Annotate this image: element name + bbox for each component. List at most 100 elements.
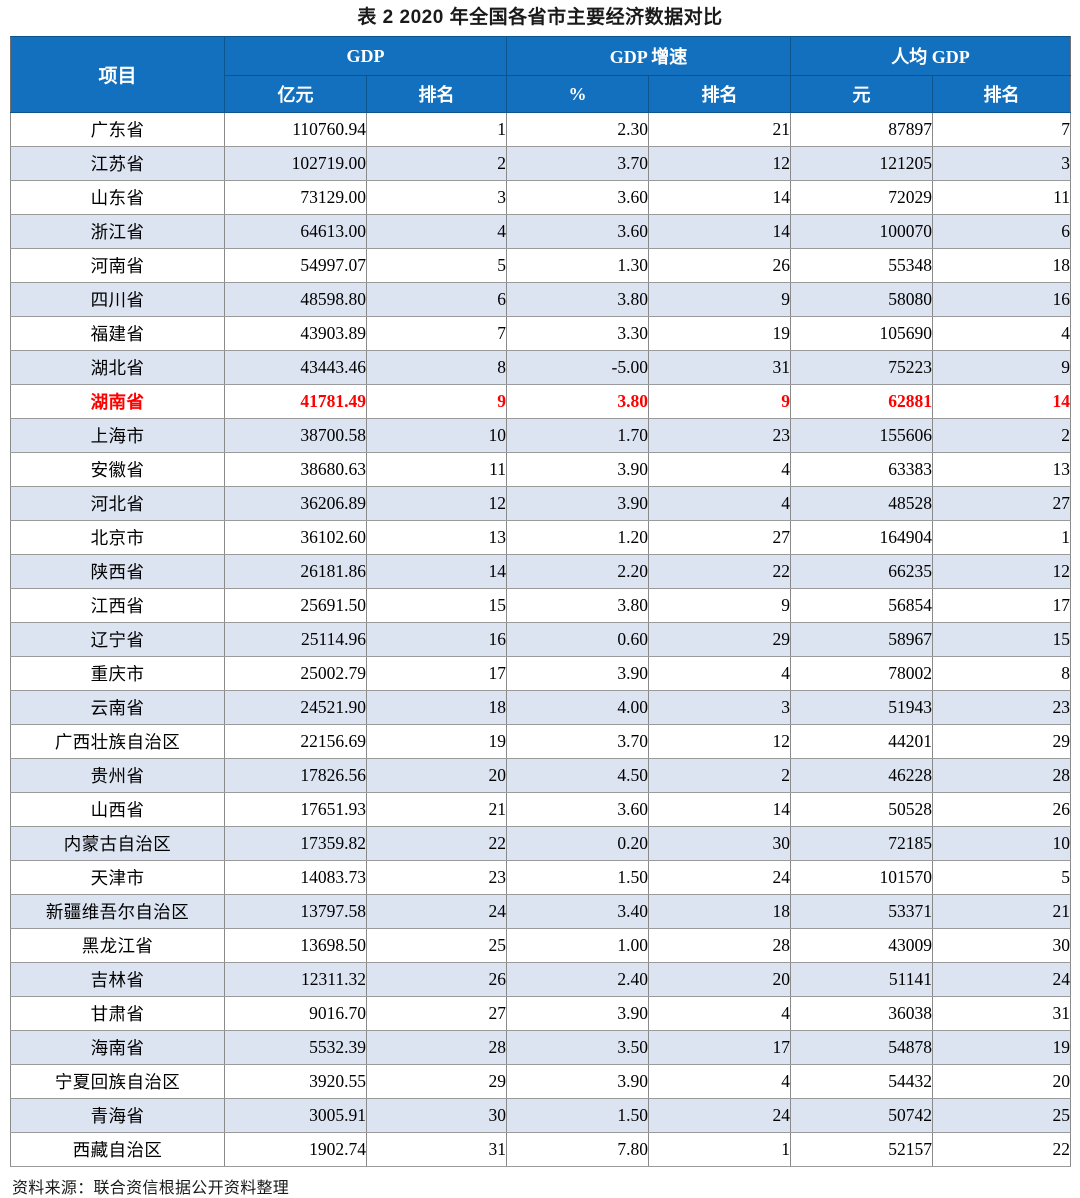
cell-gdp-rank: 31	[366, 1132, 507, 1167]
cell-region: 山东省	[10, 180, 225, 215]
cell-percapita-rank: 17	[932, 588, 1072, 623]
header-growth-rank: 排名	[647, 75, 792, 113]
table-row: 江苏省 102719.00 2 3.70 12 121205 3	[10, 146, 1072, 181]
cell-percapita-rank: 8	[932, 656, 1072, 691]
table-row: 重庆市 25002.79 17 3.90 4 78002 8	[10, 656, 1072, 691]
cell-region: 河北省	[10, 486, 225, 521]
table-row: 黑龙江省 13698.50 25 1.00 28 43009 30	[10, 928, 1072, 963]
cell-growth-rank: 4	[647, 486, 792, 521]
cell-gdp-value: 5532.39	[224, 1030, 367, 1065]
cell-gdp-rank: 14	[366, 554, 507, 589]
header-percapita-value: 元	[790, 75, 934, 113]
cell-percapita-value: 58080	[790, 282, 934, 317]
table-row: 上海市 38700.58 10 1.70 23 155606 2	[10, 418, 1072, 453]
cell-growth-rank: 1	[647, 1132, 792, 1167]
cell-growth-value: 3.90	[506, 656, 649, 691]
cell-percapita-rank: 4	[932, 316, 1072, 351]
cell-percapita-value: 51141	[790, 962, 934, 997]
cell-growth-rank: 9	[647, 384, 792, 419]
cell-gdp-rank: 26	[366, 962, 507, 997]
cell-percapita-rank: 22	[932, 1132, 1072, 1167]
cell-percapita-rank: 20	[932, 1064, 1072, 1099]
cell-percapita-rank: 23	[932, 690, 1072, 725]
cell-percapita-value: 52157	[790, 1132, 934, 1167]
table-row: 广东省 110760.94 1 2.30 21 87897 7	[10, 112, 1072, 147]
header-percapita-rank: 排名	[932, 75, 1072, 113]
cell-growth-rank: 22	[647, 554, 792, 589]
cell-gdp-value: 110760.94	[224, 112, 367, 147]
table-row: 四川省 48598.80 6 3.80 9 58080 16	[10, 282, 1072, 317]
cell-growth-value: -5.00	[506, 350, 649, 385]
cell-region: 湖北省	[10, 350, 225, 385]
cell-growth-rank: 28	[647, 928, 792, 963]
cell-growth-value: 3.50	[506, 1030, 649, 1065]
cell-gdp-value: 36102.60	[224, 520, 367, 555]
cell-gdp-value: 26181.86	[224, 554, 367, 589]
header-group-gdp: GDP	[224, 36, 507, 76]
cell-gdp-value: 64613.00	[224, 214, 367, 249]
table-row: 青海省 3005.91 30 1.50 24 50742 25	[10, 1098, 1072, 1133]
table-row: 云南省 24521.90 18 4.00 3 51943 23	[10, 690, 1072, 725]
cell-region: 内蒙古自治区	[10, 826, 225, 861]
cell-percapita-rank: 25	[932, 1098, 1072, 1133]
header-row-groups: 项目 GDP GDP 增速 人均 GDP	[10, 36, 1072, 113]
table-row: 山东省 73129.00 3 3.60 14 72029 11	[10, 180, 1072, 215]
cell-growth-rank: 9	[647, 588, 792, 623]
cell-percapita-rank: 1	[932, 520, 1072, 555]
cell-percapita-rank: 11	[932, 180, 1072, 215]
cell-gdp-rank: 12	[366, 486, 507, 521]
table-container: 项目 GDP GDP 增速 人均 GDP 亿元 排名 % 排名 元 排名 广东省…	[0, 36, 1080, 1167]
cell-percapita-value: 53371	[790, 894, 934, 929]
cell-gdp-value: 38680.63	[224, 452, 367, 487]
cell-growth-rank: 14	[647, 214, 792, 249]
cell-percapita-value: 66235	[790, 554, 934, 589]
cell-percapita-rank: 28	[932, 758, 1072, 793]
cell-gdp-value: 17651.93	[224, 792, 367, 827]
cell-gdp-value: 25002.79	[224, 656, 367, 691]
cell-growth-rank: 17	[647, 1030, 792, 1065]
cell-region: 贵州省	[10, 758, 225, 793]
cell-growth-value: 3.90	[506, 1064, 649, 1099]
cell-growth-value: 3.60	[506, 214, 649, 249]
cell-gdp-value: 14083.73	[224, 860, 367, 895]
table-row: 内蒙古自治区 17359.82 22 0.20 30 72185 10	[10, 826, 1072, 861]
cell-gdp-rank: 30	[366, 1098, 507, 1133]
cell-growth-rank: 18	[647, 894, 792, 929]
cell-gdp-value: 3920.55	[224, 1064, 367, 1099]
cell-growth-value: 3.70	[506, 724, 649, 759]
cell-growth-value: 3.70	[506, 146, 649, 181]
cell-percapita-value: 62881	[790, 384, 934, 419]
cell-growth-value: 3.90	[506, 452, 649, 487]
cell-gdp-rank: 11	[366, 452, 507, 487]
cell-percapita-value: 155606	[790, 418, 934, 453]
cell-percapita-value: 50742	[790, 1098, 934, 1133]
cell-gdp-rank: 10	[366, 418, 507, 453]
cell-gdp-rank: 4	[366, 214, 507, 249]
cell-growth-rank: 12	[647, 146, 792, 181]
table-row: 湖北省 43443.46 8 -5.00 31 75223 9	[10, 350, 1072, 385]
cell-growth-value: 3.90	[506, 486, 649, 521]
cell-percapita-rank: 30	[932, 928, 1072, 963]
cell-growth-rank: 4	[647, 1064, 792, 1099]
cell-percapita-rank: 21	[932, 894, 1072, 929]
table-row: 河北省 36206.89 12 3.90 4 48528 27	[10, 486, 1072, 521]
cell-region: 广东省	[10, 112, 225, 147]
cell-growth-value: 3.40	[506, 894, 649, 929]
cell-region: 重庆市	[10, 656, 225, 691]
table-row: 福建省 43903.89 7 3.30 19 105690 4	[10, 316, 1072, 351]
cell-gdp-value: 36206.89	[224, 486, 367, 521]
cell-percapita-rank: 7	[932, 112, 1072, 147]
cell-growth-rank: 14	[647, 792, 792, 827]
table-row: 天津市 14083.73 23 1.50 24 101570 5	[10, 860, 1072, 895]
cell-growth-value: 3.90	[506, 996, 649, 1031]
cell-gdp-rank: 6	[366, 282, 507, 317]
table-body: 广东省 110760.94 1 2.30 21 87897 7 江苏省 102719.00 2 3.…	[10, 112, 1072, 1167]
cell-gdp-value: 24521.90	[224, 690, 367, 725]
cell-growth-value: 2.40	[506, 962, 649, 997]
cell-gdp-rank: 19	[366, 724, 507, 759]
cell-percapita-value: 63383	[790, 452, 934, 487]
cell-gdp-rank: 16	[366, 622, 507, 657]
cell-region: 黑龙江省	[10, 928, 225, 963]
cell-gdp-rank: 29	[366, 1064, 507, 1099]
